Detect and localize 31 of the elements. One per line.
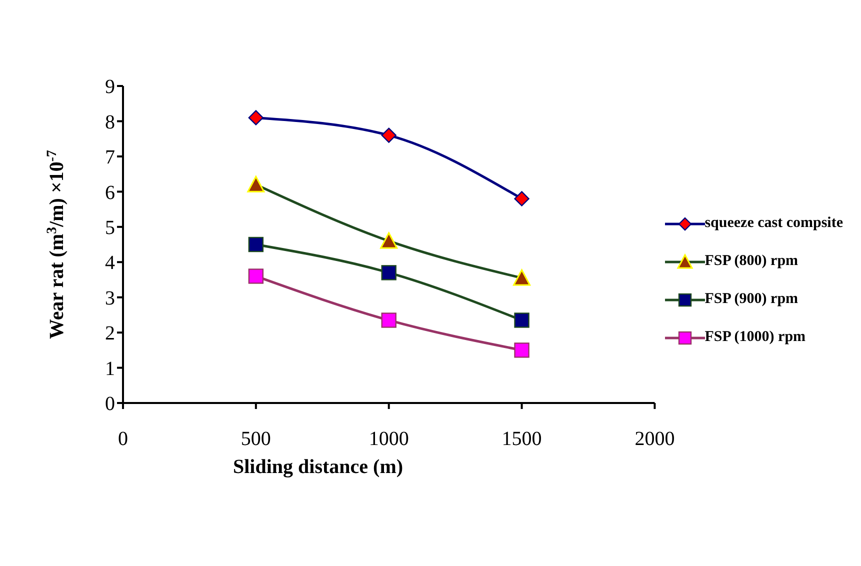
y-tick-label: 4	[105, 252, 115, 274]
point	[514, 312, 530, 328]
x-axis-title: Sliding distance (m)	[233, 456, 404, 478]
x-tick-label: 500	[240, 428, 271, 450]
legend-label: FSP (900) rpm	[704, 291, 798, 308]
legend-label: FSP (1000) rpm	[704, 329, 806, 346]
y-tick-label: 6	[105, 182, 115, 204]
point	[380, 232, 398, 249]
point	[248, 268, 264, 284]
legend-label: FSP (800) rpm	[704, 253, 798, 270]
point	[513, 269, 531, 286]
point	[514, 342, 530, 358]
y-tick-label: 1	[105, 358, 115, 380]
legend-label: squeeze cast compsite	[704, 215, 843, 232]
y-tick-label: 3	[105, 287, 115, 310]
point	[247, 176, 265, 192]
x-tick-label: 1000	[368, 428, 409, 450]
y-tick-label: 2	[105, 322, 115, 345]
point	[514, 191, 530, 206]
y-tick-label: 5	[105, 216, 115, 239]
point	[381, 312, 396, 328]
point	[381, 265, 396, 280]
y-tick-label: 8	[105, 111, 115, 134]
y-tick-label: 9	[105, 76, 115, 98]
point	[248, 236, 264, 252]
x-tick-label: 1500	[502, 428, 542, 450]
point	[381, 128, 396, 143]
y-tick-label: 7	[105, 146, 115, 169]
x-tick-label: 2000	[634, 428, 675, 450]
point	[248, 110, 264, 126]
y-tick-label: 0	[105, 393, 115, 416]
